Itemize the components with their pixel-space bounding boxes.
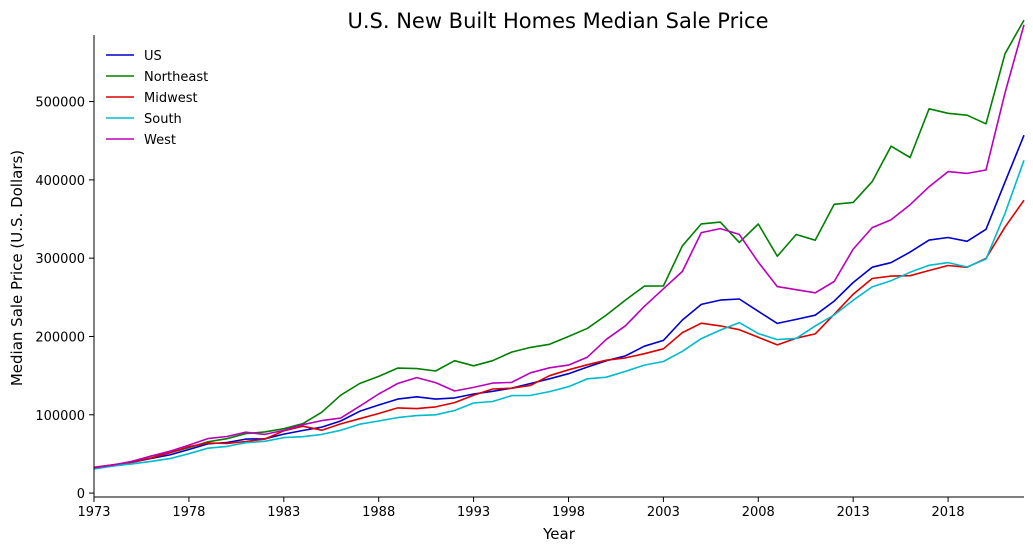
x-tick-label: 2008 bbox=[742, 505, 775, 520]
y-tick-label: 300000 bbox=[35, 252, 85, 267]
series-lines bbox=[93, 19, 1025, 470]
legend-label-south: South bbox=[144, 112, 182, 127]
y-tick-label: 500000 bbox=[35, 96, 85, 111]
series-line-northeast bbox=[93, 19, 1025, 469]
chart-title: U.S. New Built Homes Median Sale Price bbox=[347, 9, 768, 33]
x-tick-label: 1973 bbox=[77, 505, 110, 520]
legend-label-midwest: Midwest bbox=[144, 91, 198, 106]
y-ticks: 0 100000 200000 300000 400000 500000 bbox=[35, 96, 94, 502]
legend-label-northeast: Northeast bbox=[144, 70, 208, 85]
series-line-us bbox=[93, 134, 1025, 469]
y-tick-label: 0 bbox=[77, 487, 85, 502]
series-line-midwest bbox=[93, 199, 1025, 469]
legend-label-us: US bbox=[144, 49, 162, 64]
x-tick-label: 1993 bbox=[457, 505, 490, 520]
legend: US Northeast Midwest South West bbox=[106, 49, 208, 148]
x-tick-label: 2003 bbox=[647, 505, 680, 520]
legend-label-west: West bbox=[144, 133, 176, 148]
x-tick-label: 2018 bbox=[932, 505, 965, 520]
x-tick-label: 1998 bbox=[552, 505, 585, 520]
x-axis-label: Year bbox=[542, 525, 576, 543]
x-tick-label: 1983 bbox=[267, 505, 300, 520]
x-tick-label: 1988 bbox=[362, 505, 395, 520]
series-line-west bbox=[93, 24, 1025, 469]
y-tick-label: 100000 bbox=[35, 409, 85, 424]
y-axis-label: Median Sale Price (U.S. Dollars) bbox=[8, 150, 26, 386]
x-tick-label: 1978 bbox=[172, 505, 205, 520]
x-ticks: 1973 1978 1983 1988 1993 1998 2003 2008 2013 2018 bbox=[77, 497, 965, 520]
series-line-south bbox=[93, 160, 1025, 470]
y-tick-label: 200000 bbox=[35, 330, 85, 345]
x-tick-label: 2013 bbox=[837, 505, 870, 520]
y-tick-label: 400000 bbox=[35, 174, 85, 189]
